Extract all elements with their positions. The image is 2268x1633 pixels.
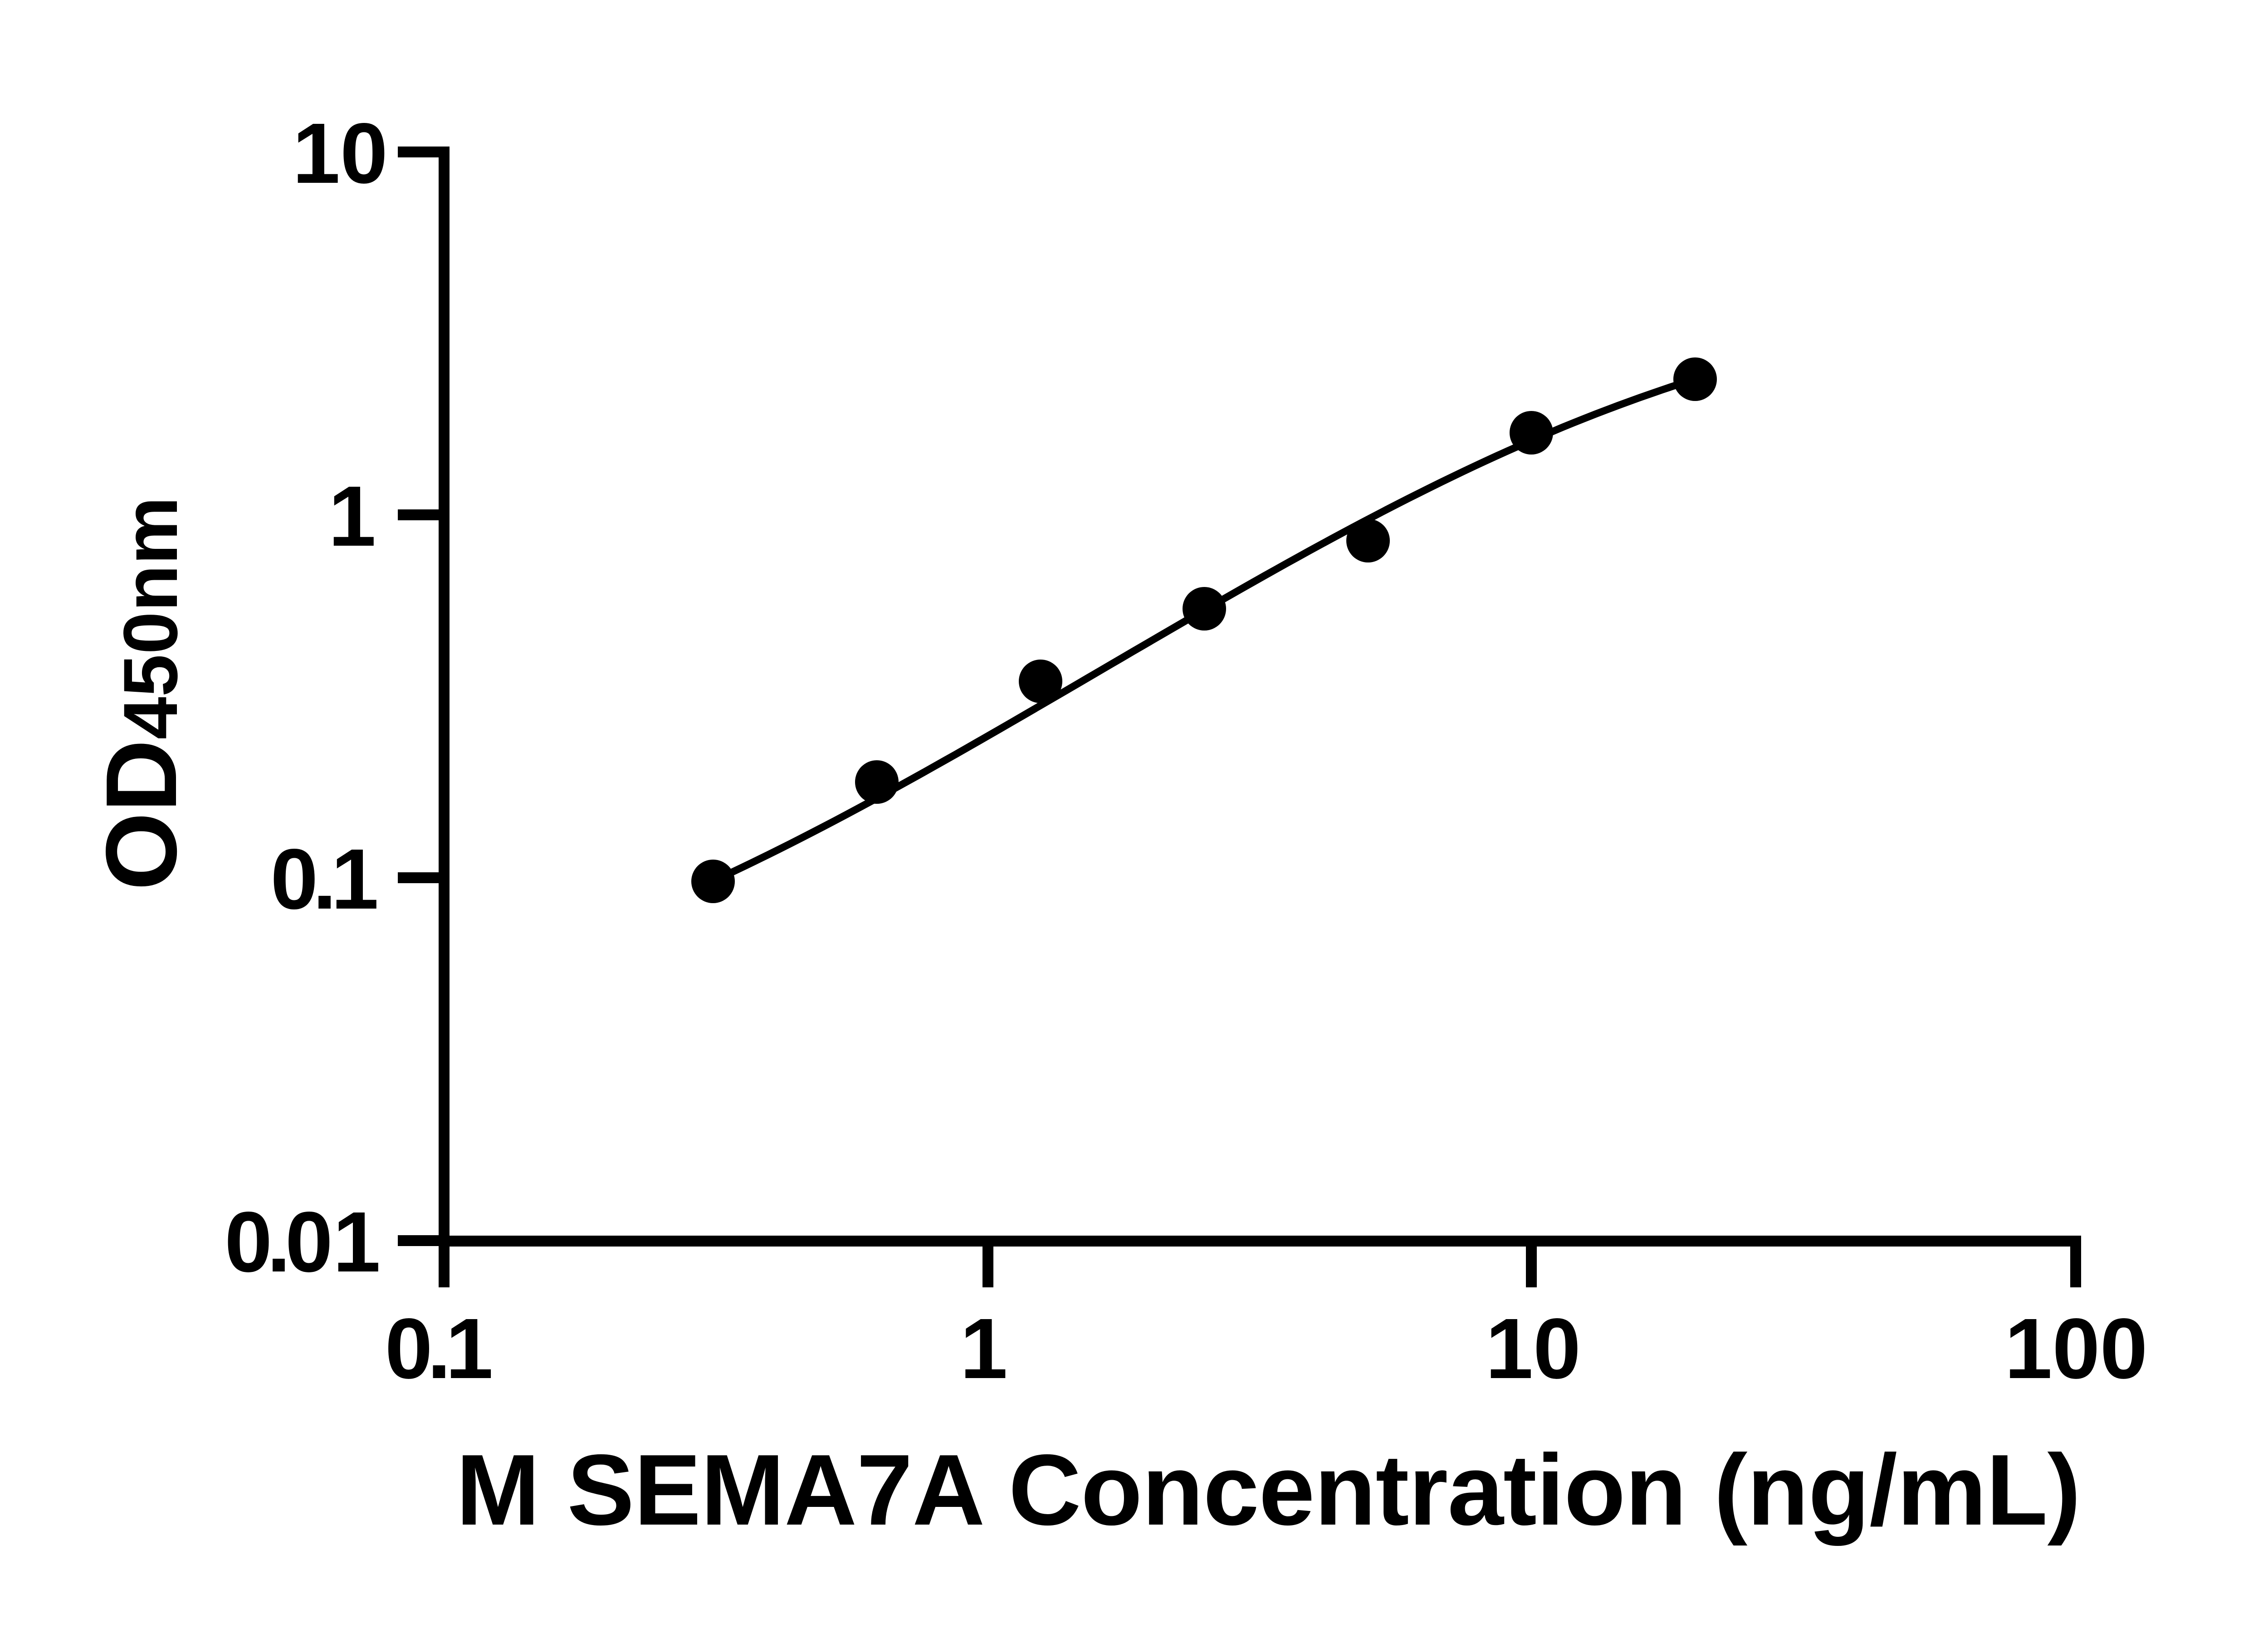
svg-text:M SEMA7A Concentration (ng/mL): M SEMA7A Concentration (ng/mL) — [456, 1434, 2080, 1546]
svg-text:10: 10 — [1486, 1301, 1581, 1397]
svg-text:0.1: 0.1 — [385, 1301, 494, 1397]
svg-text:1: 1 — [328, 469, 376, 564]
svg-text:1: 1 — [960, 1301, 1007, 1397]
svg-text:0.1: 0.1 — [270, 831, 379, 927]
svg-text:10: 10 — [293, 106, 388, 201]
svg-text:0.01: 0.01 — [225, 1194, 381, 1290]
svg-text:100: 100 — [2004, 1301, 2147, 1397]
